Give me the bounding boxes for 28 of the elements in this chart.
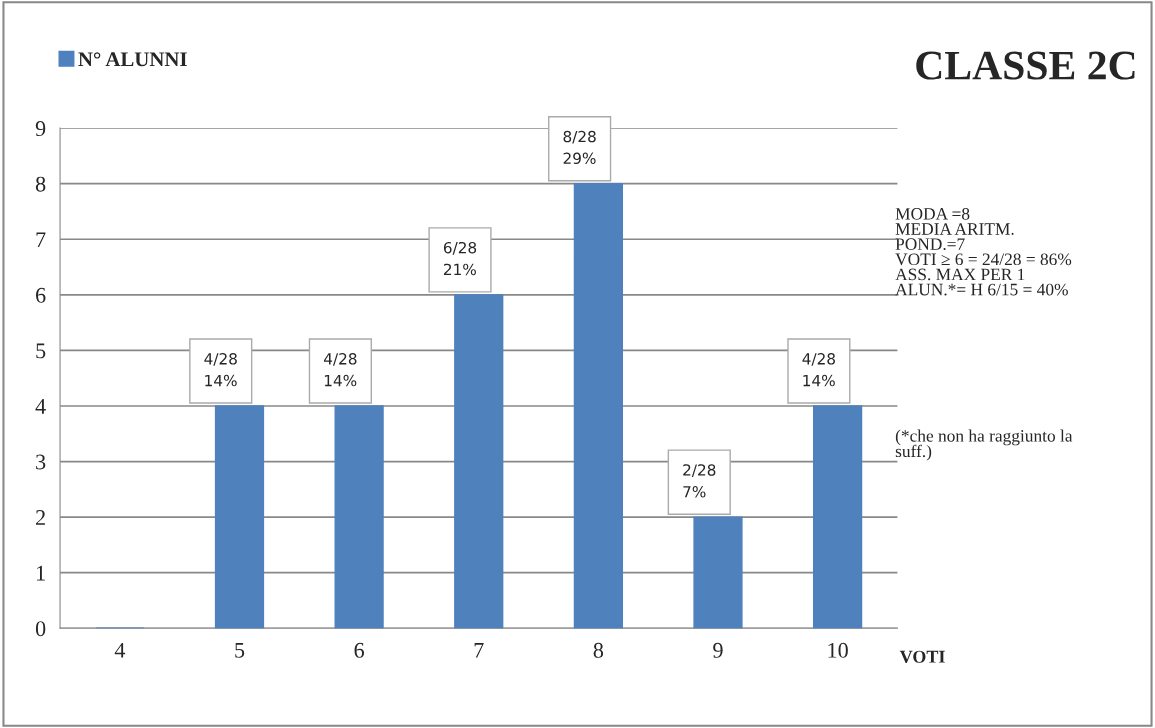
annotation: (*che non ha raggiunto la suff.) <box>895 429 1073 461</box>
y-tick-label: 1 <box>37 565 45 581</box>
data-label: 2/28 7% <box>683 464 716 498</box>
y-tick-label: 2 <box>36 510 45 525</box>
x-axis-title: VOTI <box>899 650 945 663</box>
data-label: 4/28 14% <box>204 353 237 387</box>
data-label: 4/28 14% <box>802 353 835 387</box>
y-tick-label: 8 <box>35 176 46 192</box>
x-tick-label: 5 <box>235 643 245 658</box>
x-tick-label: 9 <box>713 642 723 658</box>
x-tick-label: 10 <box>828 642 848 658</box>
x-tick-label: 7 <box>474 643 484 658</box>
y-tick-label: 5 <box>36 343 46 359</box>
y-tick-label: 3 <box>36 454 46 470</box>
legend-label: N° ALUNNI <box>78 52 187 67</box>
y-tick-label: 7 <box>36 232 46 247</box>
y-tick-label: 9 <box>35 121 46 137</box>
text: CLASSE 2C <box>916 51 1135 80</box>
y-tick-label: 4 <box>35 399 46 414</box>
x-tick-label: 8 <box>593 642 604 658</box>
x-tick-label: 6 <box>354 642 365 658</box>
x-tick-label: 4 <box>114 642 126 658</box>
data-label: 8/28 29% <box>563 130 596 165</box>
y-tick-label: 6 <box>36 287 46 303</box>
data-label: 4/28 14% <box>323 353 357 387</box>
annotation: MODA =8 MEDIA ARITM. POND.=7 VOTI ≥ 6 = 24/28 = 86% ASS. MAX PER 1 ALUN.*= H 6/15 = 40% <box>895 207 1072 296</box>
data-label: 6/28 21% <box>443 241 477 276</box>
y-tick-label: 0 <box>35 621 46 637</box>
